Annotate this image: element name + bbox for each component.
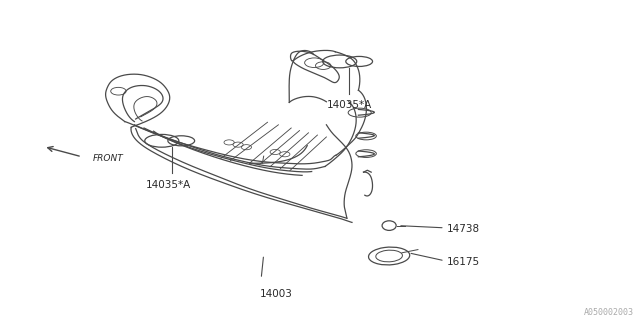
Text: 16175: 16175 (447, 257, 480, 268)
Text: A050002003: A050002003 (584, 308, 634, 317)
Text: 14738: 14738 (447, 224, 480, 234)
Text: 14003: 14003 (260, 289, 293, 299)
Text: 14035*A: 14035*A (327, 100, 372, 110)
Text: FRONT: FRONT (93, 154, 124, 163)
Text: 14035*A: 14035*A (146, 180, 191, 189)
